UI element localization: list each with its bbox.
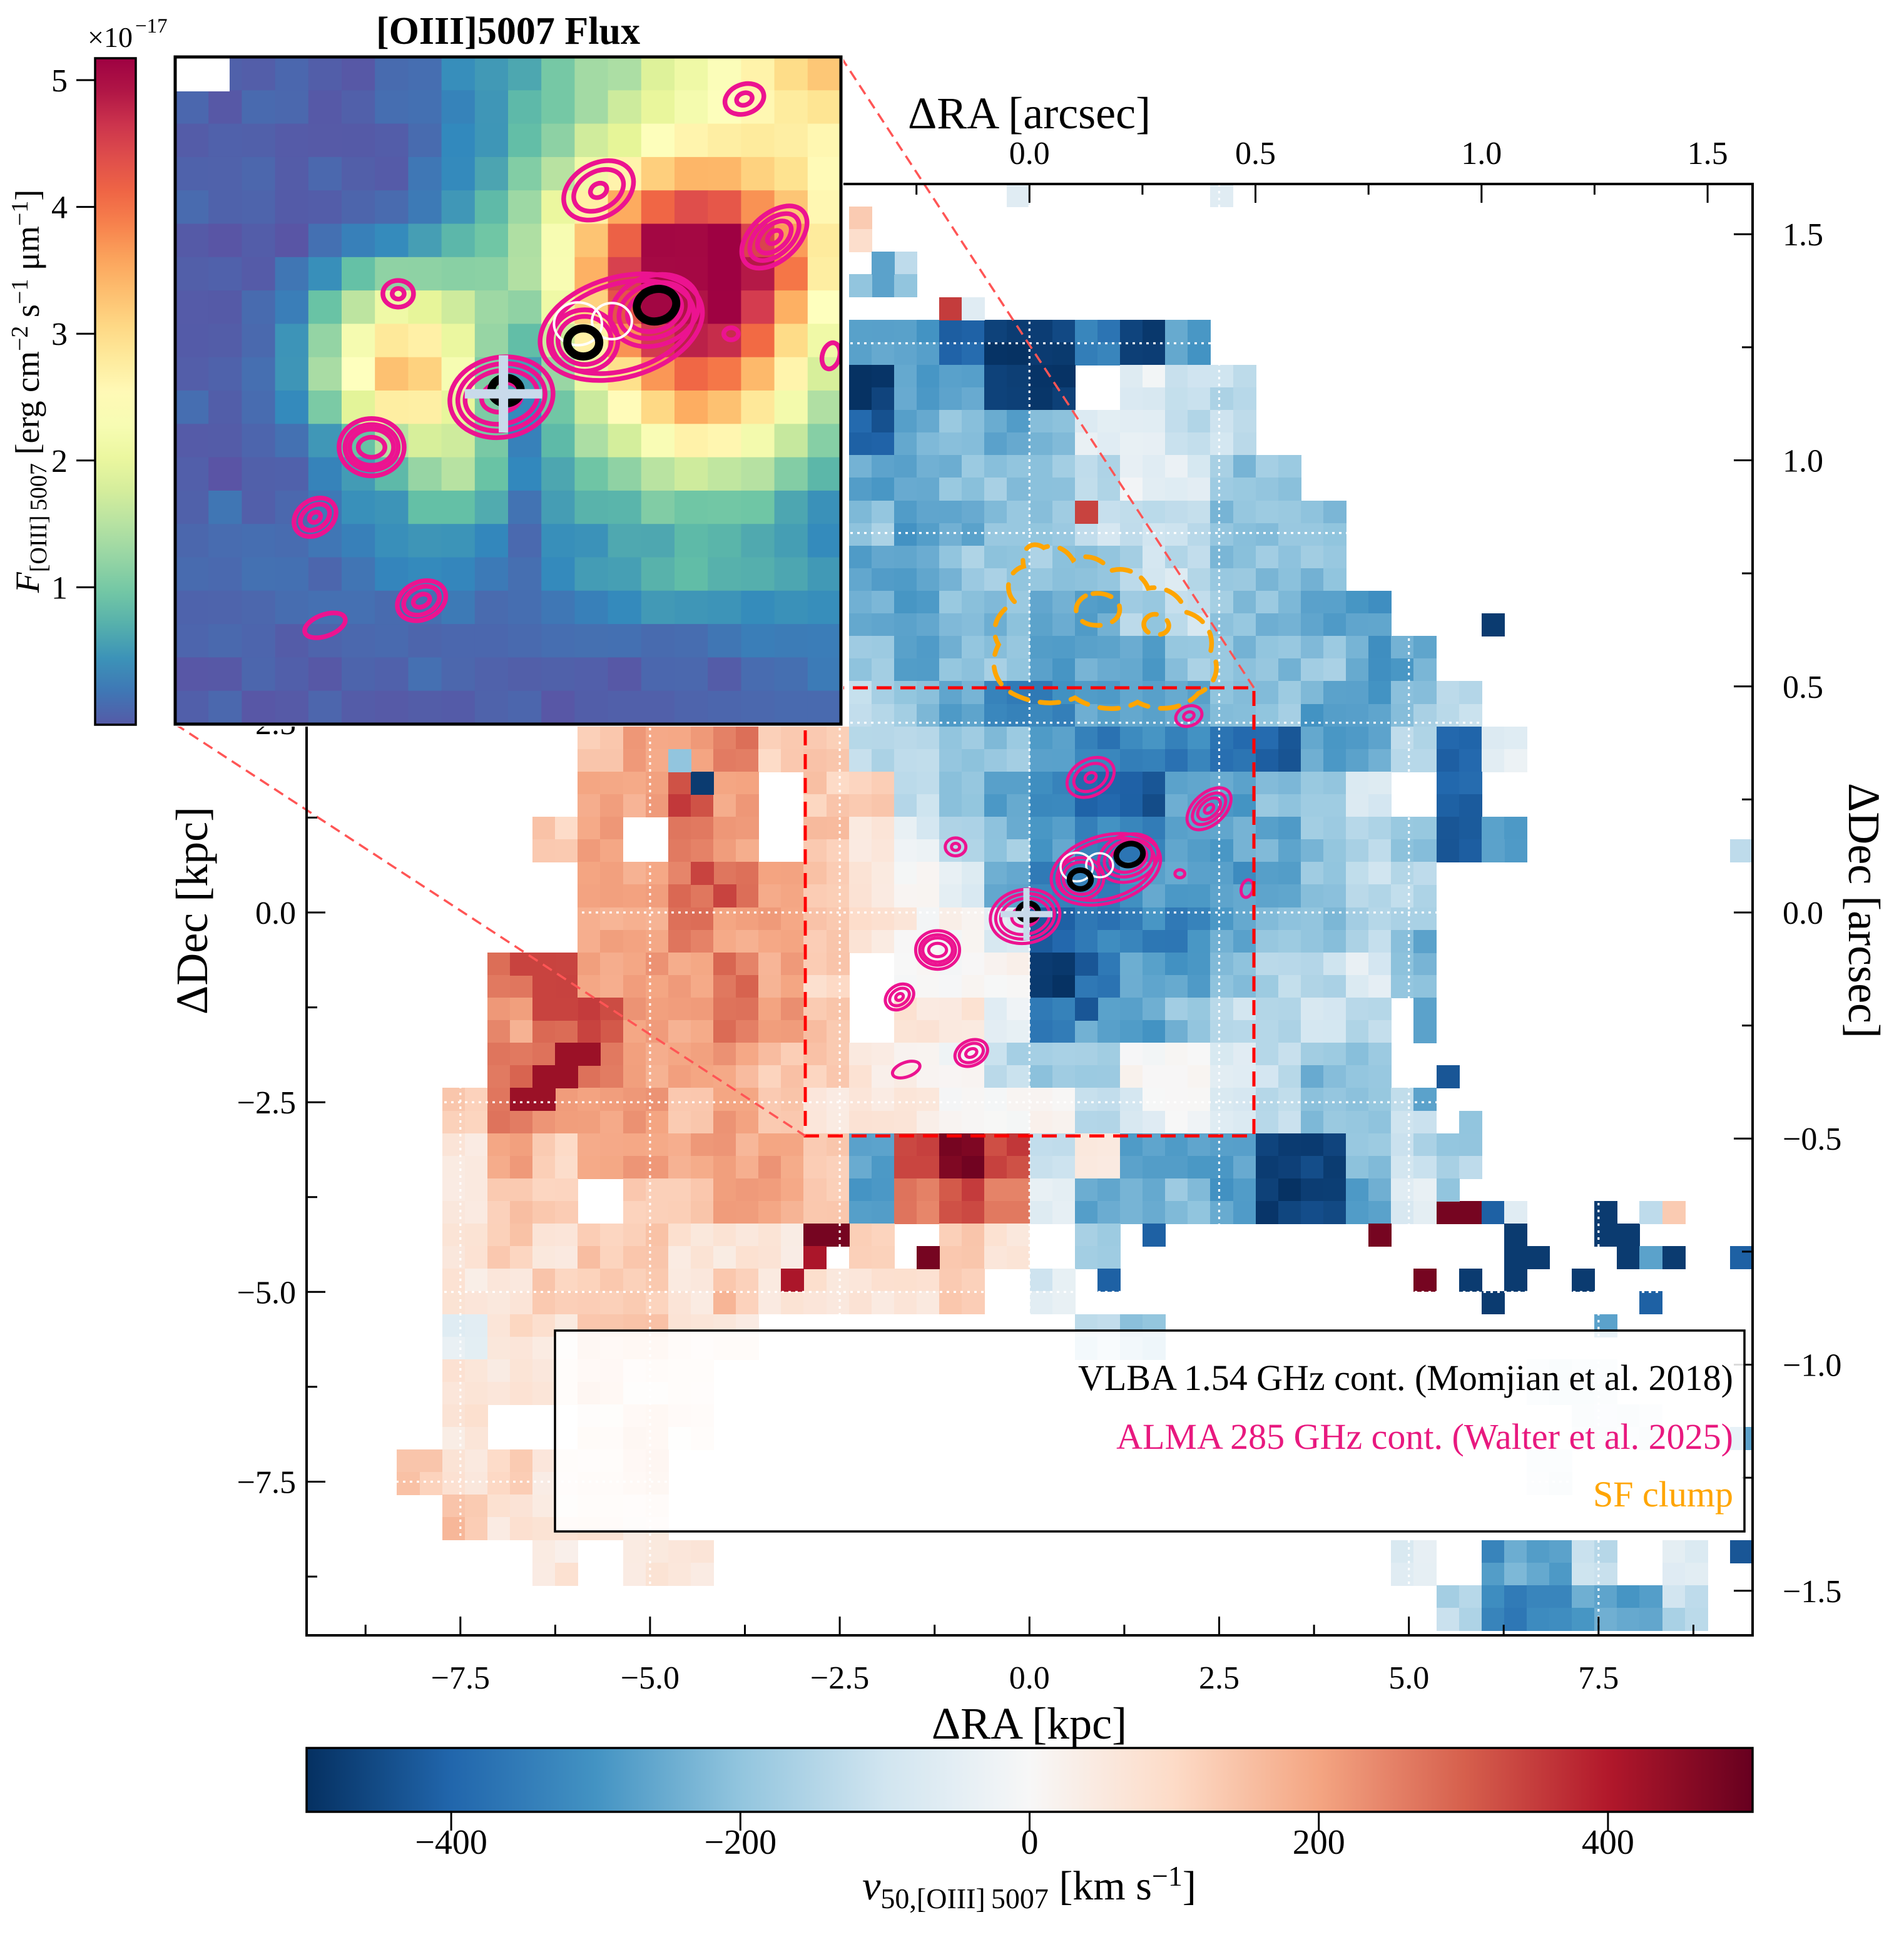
svg-text:1.0: 1.0: [1783, 444, 1823, 479]
svg-text:ALMA 285 GHz cont. (Walter et: ALMA 285 GHz cont. (Walter et al. 2025): [1116, 1416, 1733, 1457]
svg-text:−5.0: −5.0: [237, 1275, 296, 1311]
svg-text:F[OIII] 5007 [erg cm−2 s−1 μm−: F[OIII] 5007 [erg cm−2 s−1 μm−1]: [7, 190, 52, 594]
svg-text:2: 2: [51, 444, 68, 479]
svg-text:1.0: 1.0: [1461, 136, 1502, 171]
svg-text:1: 1: [51, 570, 68, 606]
svg-text:−2.5: −2.5: [237, 1085, 296, 1121]
svg-text:−1.5: −1.5: [1783, 1574, 1841, 1610]
svg-text:−2.5: −2.5: [810, 1660, 869, 1696]
svg-text:v50,[OIII] 5007 [km s−1]: v50,[OIII] 5007 [km s−1]: [862, 1860, 1196, 1914]
svg-text:1.5: 1.5: [1783, 217, 1823, 253]
svg-text:−7.5: −7.5: [431, 1660, 490, 1696]
svg-text:0.5: 0.5: [1235, 136, 1276, 171]
svg-text:0.0: 0.0: [1783, 896, 1823, 931]
svg-text:−400: −400: [415, 1823, 487, 1862]
svg-text:1.5: 1.5: [1688, 136, 1728, 171]
svg-text:−1.0: −1.0: [1783, 1348, 1841, 1384]
svg-text:ΔDec [kpc]: ΔDec [kpc]: [167, 807, 217, 1014]
svg-text:−7.5: −7.5: [237, 1465, 296, 1501]
svg-text:2.5: 2.5: [1199, 1660, 1240, 1696]
svg-text:[OIII]5007 Flux: [OIII]5007 Flux: [376, 10, 640, 53]
svg-text:200: 200: [1293, 1823, 1345, 1862]
svg-text:0.0: 0.0: [1009, 1660, 1050, 1696]
svg-text:SF clump: SF clump: [1593, 1474, 1733, 1515]
svg-text:ΔRA [kpc]: ΔRA [kpc]: [932, 1699, 1127, 1749]
svg-text:0: 0: [1021, 1823, 1039, 1862]
svg-text:5.0: 5.0: [1388, 1660, 1429, 1696]
svg-text:−200: −200: [705, 1823, 777, 1862]
svg-text:VLBA 1.54 GHz cont. (Momjian e: VLBA 1.54 GHz cont. (Momjian et al. 2018…: [1078, 1357, 1733, 1398]
svg-text:−5.0: −5.0: [621, 1660, 680, 1696]
svg-text:3: 3: [51, 317, 68, 352]
svg-text:ΔDec [arcsec]: ΔDec [arcsec]: [1839, 783, 1889, 1038]
svg-text:−0.5: −0.5: [1783, 1122, 1841, 1157]
svg-text:7.5: 7.5: [1578, 1660, 1619, 1696]
svg-text:4: 4: [51, 190, 68, 226]
svg-text:×10: ×10: [88, 21, 133, 53]
svg-text:0.5: 0.5: [1783, 670, 1823, 705]
svg-text:−17: −17: [135, 15, 168, 38]
svg-text:0.0: 0.0: [1009, 136, 1050, 171]
svg-text:0.0: 0.0: [255, 896, 296, 931]
svg-text:5: 5: [51, 63, 68, 99]
svg-text:400: 400: [1582, 1823, 1634, 1862]
svg-text:ΔRA [arcsec]: ΔRA [arcsec]: [908, 88, 1151, 138]
